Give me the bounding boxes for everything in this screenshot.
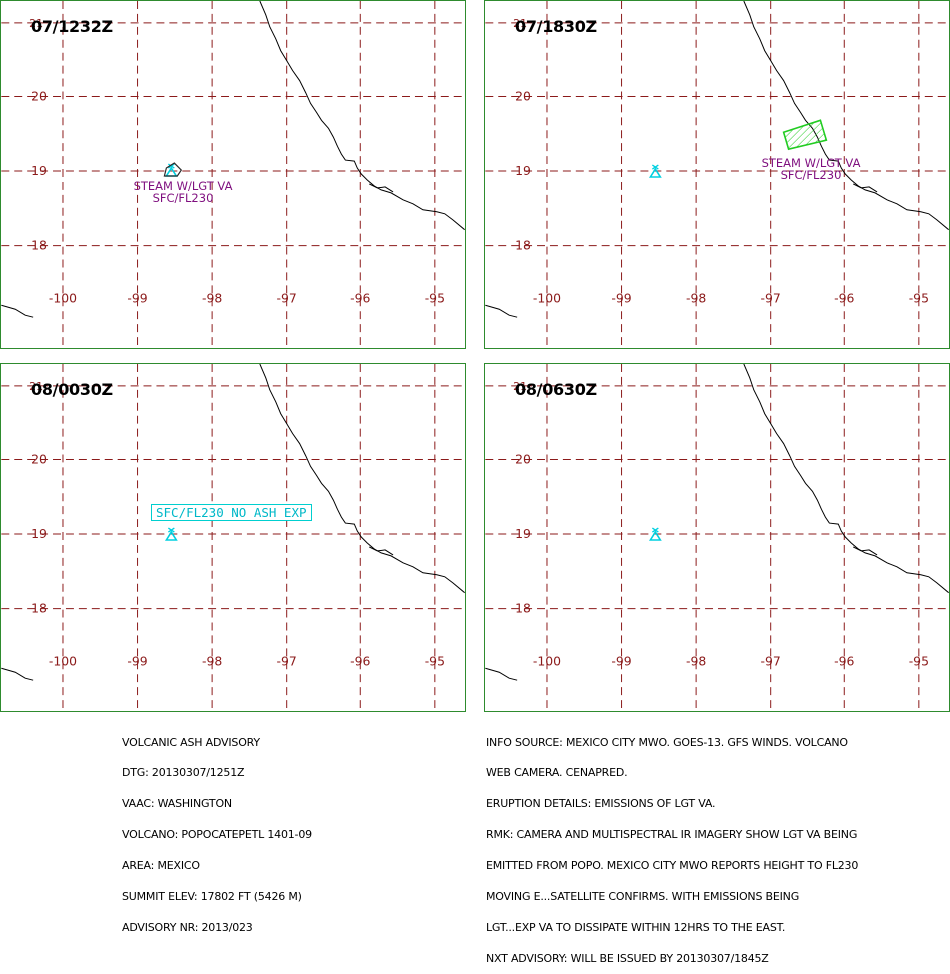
- longitude-label: -98: [202, 653, 222, 668]
- longitude-label: -99: [127, 653, 147, 668]
- latitude-label: 18: [31, 238, 47, 253]
- volcano-icon: [648, 527, 662, 541]
- map-canvas-2: 21 20 19 18 -100 -99 -98 -97 -96 -95: [485, 1, 949, 348]
- coastline: [368, 183, 394, 193]
- longitude-label: -95: [909, 290, 929, 305]
- panel-time: 08/0630Z: [515, 380, 597, 399]
- latitude-label: 19: [515, 526, 531, 541]
- ash-polygon: [782, 119, 828, 151]
- coastline: [259, 1, 465, 231]
- longitude-label: -96: [350, 290, 370, 305]
- latitude-label: 18: [515, 238, 531, 253]
- coastline: [743, 364, 949, 594]
- panel-time: 07/1232Z: [31, 17, 113, 36]
- ash-label: STEAM W/LGT VA SFC/FL230: [762, 157, 861, 181]
- latitude-label: 21: [29, 380, 43, 393]
- longitude-label: -98: [202, 290, 222, 305]
- longitude-label: -97: [277, 653, 297, 668]
- advisory-line: RMK: CAMERA AND MULTISPECTRAL IR IMAGERY…: [486, 828, 858, 842]
- longitude-label: -98: [686, 653, 706, 668]
- map-panel-2: 21 20 19 18 -100 -99 -98 -97 -96 -95 07/1830Z STE…: [484, 0, 950, 349]
- map-panel-1: 21 20 19 18 -100 -99 -98 -97 -96 -95 07/1232Z STE…: [0, 0, 466, 349]
- latitude-label: 18: [31, 601, 47, 616]
- advisory-line: MOVING E...SATELLITE CONFIRMS. WITH EMIS…: [486, 890, 800, 904]
- latitude-label: 19: [31, 526, 47, 541]
- advisory-line: EMITTED FROM POPO. MEXICO CITY MWO REPOR…: [486, 859, 859, 873]
- latitude-label: 21: [29, 17, 43, 30]
- latitude-label: 18: [515, 601, 531, 616]
- panel-time: 08/0030Z: [31, 380, 113, 399]
- advisory-line: INFO SOURCE: MEXICO CITY MWO. GOES-13. G…: [486, 735, 848, 749]
- volcano-icon: [164, 527, 178, 541]
- map-canvas-4: 21 20 19 18 -100 -99 -98 -97 -96 -95: [485, 364, 949, 711]
- latitude-label: 20: [515, 88, 531, 103]
- coastline: [743, 1, 949, 231]
- longitude-label: -99: [127, 290, 147, 305]
- coastline: [259, 364, 465, 594]
- longitude-label: -95: [425, 653, 445, 668]
- latitude-label: 21: [513, 17, 527, 30]
- longitude-label: -97: [761, 290, 781, 305]
- coastline: [485, 667, 518, 681]
- advisory-line: SUMMIT ELEV: 17802 FT (5426 M): [122, 890, 302, 904]
- advisory-left-text: VOLCANIC ASH ADVISORY DTG: 20130307/1251…: [122, 717, 312, 944]
- coastline: [852, 546, 878, 556]
- coastline: [1, 304, 34, 318]
- ash-label-line2: SFC/FL230: [780, 168, 842, 182]
- ash-label-line1: STEAM W/LGT VA: [761, 156, 861, 170]
- advisory-line: WEB CAMERA. CENAPRED.: [486, 766, 628, 780]
- latitude-label: 19: [515, 163, 531, 178]
- latitude-label: 20: [515, 451, 531, 466]
- longitude-label: -100: [49, 653, 77, 668]
- advisory-right-text: INFO SOURCE: MEXICO CITY MWO. GOES-13. G…: [486, 717, 858, 974]
- latitude-label: 21: [513, 380, 527, 393]
- map-canvas-3: 21 20 19 18 -100 -99 -98 -97 -96 -95: [1, 364, 465, 711]
- advisory-line: VOLCANIC ASH ADVISORY: [122, 735, 260, 749]
- advisory-line: VAAC: WASHINGTON: [122, 797, 232, 811]
- ash-label-line1: STEAM W/LGT VA: [133, 179, 233, 193]
- map-panel-3: 21 20 19 18 -100 -99 -98 -97 -96 -95 08/0030Z SFC…: [0, 363, 466, 712]
- ash-label: STEAM W/LGT VA SFC/FL230: [134, 180, 233, 204]
- longitude-label: -100: [533, 290, 561, 305]
- longitude-label: -96: [834, 290, 854, 305]
- longitude-label: -97: [761, 653, 781, 668]
- longitude-label: -96: [350, 653, 370, 668]
- coastline: [485, 304, 518, 318]
- advisory-line: NXT ADVISORY: WILL BE ISSUED BY 20130307…: [486, 951, 769, 965]
- advisory-line: VOLCANO: POPOCATEPETL 1401-09: [122, 828, 312, 842]
- longitude-label: -96: [834, 653, 854, 668]
- ash-label-line2: SFC/FL230: [152, 191, 214, 205]
- latitude-label: 20: [31, 451, 47, 466]
- longitude-label: -95: [425, 290, 445, 305]
- volcano-icon: [164, 163, 178, 177]
- advisory-line: LGT...EXP VA TO DISSIPATE WITHIN 12HRS T…: [486, 920, 786, 934]
- longitude-label: -99: [611, 653, 631, 668]
- advisory-line: ADVISORY NR: 2013/023: [122, 920, 253, 934]
- longitude-label: -99: [611, 290, 631, 305]
- no-ash-box-label: SFC/FL230 NO ASH EXP: [151, 504, 312, 521]
- advisory-line: DTG: 20130307/1251Z: [122, 766, 245, 780]
- latitude-label: 20: [31, 88, 47, 103]
- longitude-label: -100: [49, 290, 77, 305]
- panel-time: 07/1830Z: [515, 17, 597, 36]
- advisory-line: ERUPTION DETAILS: EMISSIONS OF LGT VA.: [486, 797, 716, 811]
- coastline: [1, 667, 34, 681]
- longitude-label: -95: [909, 653, 929, 668]
- coastline: [852, 183, 878, 193]
- longitude-label: -100: [533, 653, 561, 668]
- advisory-line: AREA: MEXICO: [122, 859, 200, 873]
- latitude-label: 19: [31, 163, 47, 178]
- map-panel-4: 21 20 19 18 -100 -99 -98 -97 -96 -95 08/0630Z: [484, 363, 950, 712]
- volcano-icon: [648, 164, 662, 178]
- map-canvas-1: 21 20 19 18 -100 -99 -98 -97 -96 -95: [1, 1, 465, 348]
- coastline: [368, 546, 394, 556]
- ash-polygon: [163, 162, 183, 177]
- longitude-label: -97: [277, 290, 297, 305]
- longitude-label: -98: [686, 290, 706, 305]
